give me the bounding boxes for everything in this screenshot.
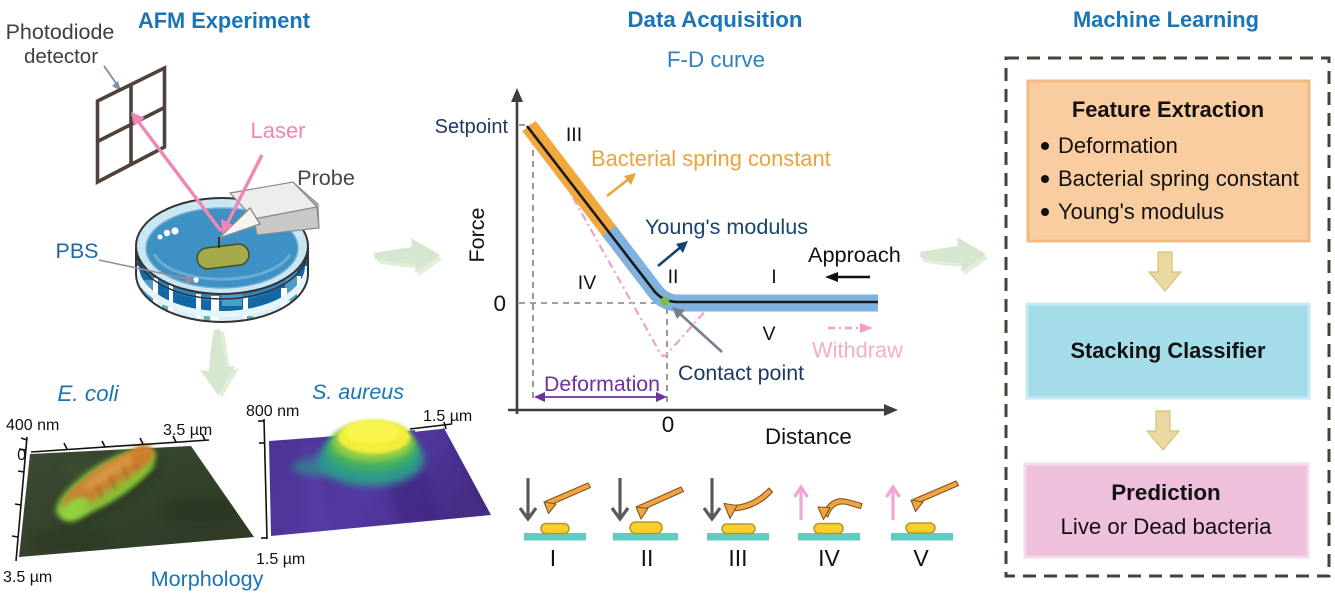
svg-text:IV: IV <box>578 272 596 294</box>
svg-text:Approach: Approach <box>808 242 901 267</box>
svg-text:Force: Force <box>465 208 489 263</box>
svg-text:Morphology: Morphology <box>151 566 264 591</box>
svg-text:I: I <box>550 545 556 571</box>
svg-text:Prediction: Prediction <box>1111 480 1220 505</box>
svg-text:Photodiode: Photodiode <box>6 20 115 44</box>
svg-text:1.5 µm: 1.5 µm <box>423 408 472 425</box>
svg-text:3.5 µm: 3.5 µm <box>163 422 212 439</box>
svg-text:Laser: Laser <box>250 118 305 143</box>
svg-text:Young's modulus: Young's modulus <box>645 214 808 239</box>
svg-text:Contact point: Contact point <box>678 361 804 385</box>
svg-text:V: V <box>913 545 929 571</box>
svg-text:PBS: PBS <box>55 239 98 263</box>
svg-text:AFM Experiment: AFM Experiment <box>138 8 310 33</box>
svg-text:Distance: Distance <box>765 424 852 449</box>
svg-text:III: III <box>566 124 582 146</box>
svg-text:0: 0 <box>493 291 506 316</box>
svg-text:Feature Extraction: Feature Extraction <box>1072 97 1264 122</box>
svg-text:0: 0 <box>662 412 675 437</box>
svg-text:Live or Dead bacteria: Live or Dead bacteria <box>1061 514 1273 539</box>
svg-text:Data Acquisition: Data Acquisition <box>627 7 802 32</box>
svg-text:detector: detector <box>24 45 98 68</box>
svg-text:1.5 µm: 1.5 µm <box>256 551 305 568</box>
svg-text:E. coli: E. coli <box>57 381 119 406</box>
svg-text:Deformation: Deformation <box>544 372 660 396</box>
svg-text:Young's modulus: Young's modulus <box>1058 199 1224 224</box>
svg-text:III: III <box>728 545 747 571</box>
svg-text:400 nm: 400 nm <box>6 417 59 434</box>
svg-text:Probe: Probe <box>297 165 355 190</box>
svg-text:IV: IV <box>818 545 840 571</box>
svg-text:Withdraw: Withdraw <box>812 338 903 363</box>
svg-text:Deformation: Deformation <box>1058 133 1178 158</box>
svg-text:S. aureus: S. aureus <box>312 380 404 404</box>
svg-text:3.5 µm: 3.5 µm <box>3 569 52 586</box>
svg-text:F-D curve: F-D curve <box>667 47 765 72</box>
svg-text:Bacterial spring constant: Bacterial spring constant <box>1058 166 1299 191</box>
svg-text:Machine Learning: Machine Learning <box>1073 7 1259 32</box>
svg-text:Stacking Classifier: Stacking Classifier <box>1070 338 1266 363</box>
svg-text:II: II <box>668 266 679 288</box>
svg-text:800 nm: 800 nm <box>246 403 299 420</box>
svg-text:Setpoint: Setpoint <box>435 116 509 138</box>
svg-text:V: V <box>762 323 775 345</box>
svg-text:I: I <box>771 266 776 288</box>
svg-text:Bacterial spring constant: Bacterial spring constant <box>591 146 831 171</box>
svg-text:0: 0 <box>17 447 26 464</box>
svg-text:II: II <box>641 545 654 571</box>
